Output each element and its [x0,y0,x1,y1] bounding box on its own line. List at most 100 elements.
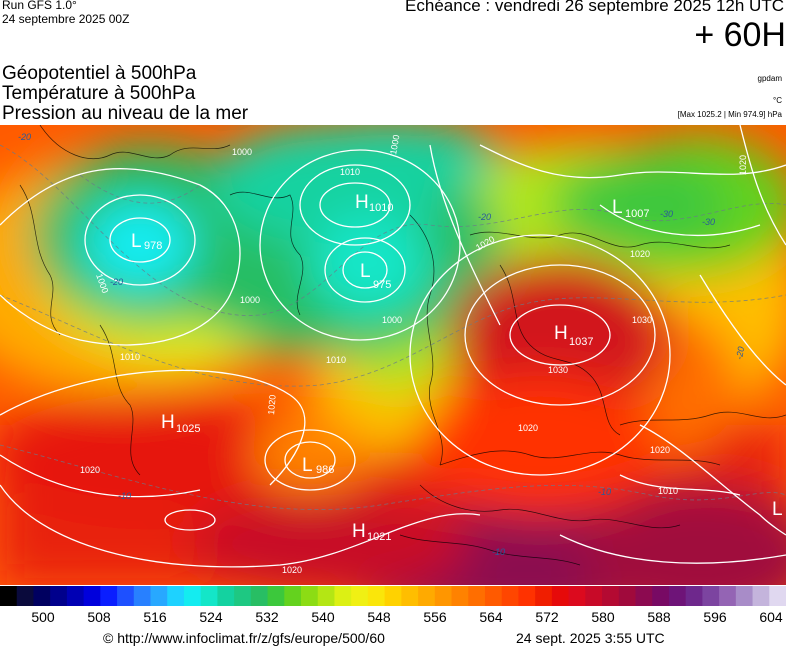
colorbar-swatch [685,586,703,606]
colorbar-swatch [418,586,436,606]
pressure-center-value: 1037 [569,336,593,348]
colorbar-swatch [401,586,419,606]
isobar-label: 1010 [120,352,140,362]
colorbar-swatch [769,586,786,606]
colorbar-ticks: 500 508 516 524 532 540 548 556 564 572 580 588 596 6… [0,609,786,625]
colorbar-tick-label: 604 [759,609,783,625]
colorbar-swatch [635,586,653,606]
isobar-label: 1020 [80,465,100,475]
colorbar-tick-label: 500 [31,609,55,625]
pressure-range: [Max 1025.2 | Min 974.9] hPa [677,110,782,119]
colorbar-swatch [267,586,285,606]
pressure-center-value: 975 [373,279,391,291]
colorbar-swatch [384,586,402,606]
isobar-label: 1020 [738,155,748,175]
colorbar-tick-label: 548 [367,609,391,625]
isobars [0,125,786,568]
colorbar-swatch [652,586,670,606]
colorbar-swatch [484,586,503,606]
pressure-center-letter: L [612,197,623,218]
colorbar-swatch [618,586,636,606]
colorbar-tick-label: 556 [423,609,447,625]
colorbar-swatch [535,586,553,606]
colorbar-swatch [117,586,135,606]
colorbar-swatch [250,586,269,606]
colorbar-tick-label: 564 [479,609,503,625]
colorbar-tick-label: 588 [647,609,671,625]
colorbar-swatch [451,586,469,606]
isobar-label: 1020 [518,423,538,433]
forecast-valid-time: Echéance : vendredi 26 septembre 2025 12… [405,0,784,15]
colorbar-swatch [183,586,202,606]
isobar-label: 1010 [340,167,360,177]
colorbar-swatch [735,586,754,606]
pressure-center-letter: L [772,499,783,520]
forecast-map: L 978 H 1010 L 975 L 1007 H 1037 H 1025 … [0,125,786,585]
isotherm-label: -30 [660,209,673,219]
colorbar-swatch [719,586,737,606]
run-label: Run GFS 1.0° [2,0,77,12]
isotherm-label: -30 [702,217,715,227]
colorbar-swatch [518,586,536,606]
pressure-center-letter: H [161,412,175,433]
colorbar-swatch [100,586,118,606]
unit-temperature: °C [773,96,782,105]
colorbar-tick-label: 580 [591,609,615,625]
colorbar-swatch [501,586,519,606]
pressure-center-value: 1010 [369,202,393,214]
colorbar-tick-label: 508 [87,609,111,625]
isobar-label: 1020 [630,249,650,259]
colorbar-swatch [200,586,218,606]
copyright-link[interactable]: © http://www.infoclimat.fr/z/gfs/europe/… [103,630,385,646]
isobar-label: 1030 [548,365,568,375]
colorbar-swatch [66,586,85,606]
isotherm-label: -20 [18,132,31,142]
colorbar-swatch [150,586,168,606]
colorbar-swatch [568,586,586,606]
colorbar-swatch [551,586,570,606]
colorbar-tick-label: 596 [703,609,727,625]
pressure-center-value: 1007 [625,208,649,220]
pressure-center-letter: L [360,261,371,282]
generation-timestamp: 24 sept. 2025 3:55 UTC [516,630,665,646]
pressure-center-value: 978 [144,240,162,252]
colorbar-swatch [752,586,770,606]
colorbar-swatch [217,586,235,606]
pressure-centers: L 978 H 1010 L 975 L 1007 H 1037 H 1025 … [131,192,783,543]
isobar-label: 1020 [650,445,670,455]
colorbar-swatch [585,586,603,606]
run-date: 24 septembre 2025 00Z [2,12,130,26]
parameter-temperature: Température à 500hPa [2,83,196,104]
colorbar-tick-label: 524 [199,609,223,625]
colorbar [0,586,786,606]
colorbar-swatch [468,586,486,606]
colorbar-swatch [702,586,720,606]
isobar-label: 1010 [658,486,678,496]
colorbar-tick-label: 516 [143,609,167,625]
colorbar-swatch [301,586,319,606]
colorbar-swatch [284,586,302,606]
colorbar-tick-label: 572 [535,609,559,625]
isotherm-label: -10 [118,491,131,501]
colorbar-swatch [133,586,152,606]
parameter-pressure: Pression au niveau de la mer [2,103,249,124]
colorbar-swatch [50,586,68,606]
isotherm-label: -10 [598,487,611,497]
parameter-geopotential: Géopotentiel à 500hPa [2,63,197,84]
isotherm-labels: -20 -20 -30 -30 -20 -10 -10 -10 -20 [18,132,746,557]
isobar-label: 1000 [232,147,252,157]
geopotential-field [0,125,786,585]
colorbar-tick-label: 540 [311,609,335,625]
pressure-center-letter: H [352,521,366,542]
isotherm-label: -20 [110,277,123,287]
colorbar-swatch [83,586,101,606]
isotherm-label: -10 [492,547,505,557]
colorbar-swatch [234,586,252,606]
isobar-label: 1020 [266,394,278,415]
colorbar-swatch [434,586,453,606]
colorbar-swatch [16,586,34,606]
colorbar-swatch [334,586,352,606]
isobar-label: 1000 [382,315,402,325]
colorbar-swatch [367,586,386,606]
pressure-center-value: 1021 [367,531,391,543]
